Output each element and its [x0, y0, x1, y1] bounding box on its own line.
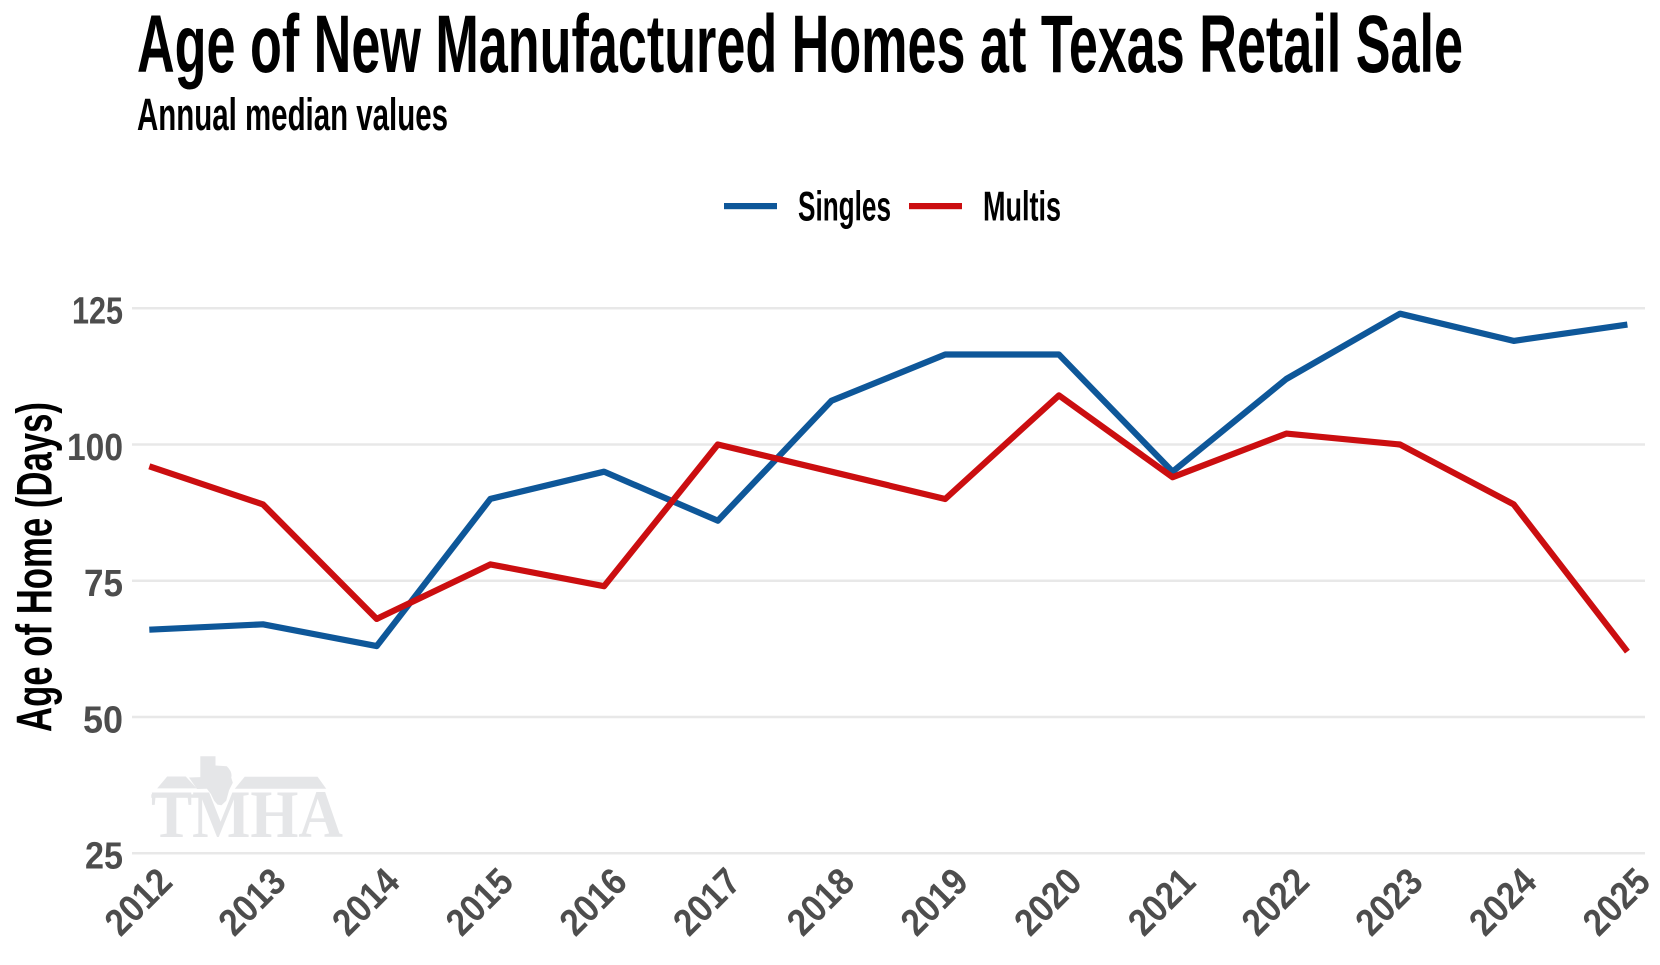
svg-text:50: 50 [83, 700, 123, 742]
svg-text:75: 75 [84, 563, 123, 605]
svg-text:Age of Home (Days): Age of Home (Days) [7, 402, 63, 732]
svg-text:Singles: Singles [798, 183, 891, 230]
svg-text:Annual median values: Annual median values [137, 89, 448, 140]
svg-text:100: 100 [67, 427, 123, 469]
svg-text:Age of New Manufactured Homes: Age of New Manufactured Homes at Texas R… [137, 0, 1463, 90]
svg-text:25: 25 [85, 836, 123, 878]
svg-text:Multis: Multis [983, 183, 1061, 230]
svg-text:TMHA: TMHA [151, 776, 343, 852]
svg-text:125: 125 [72, 291, 123, 333]
